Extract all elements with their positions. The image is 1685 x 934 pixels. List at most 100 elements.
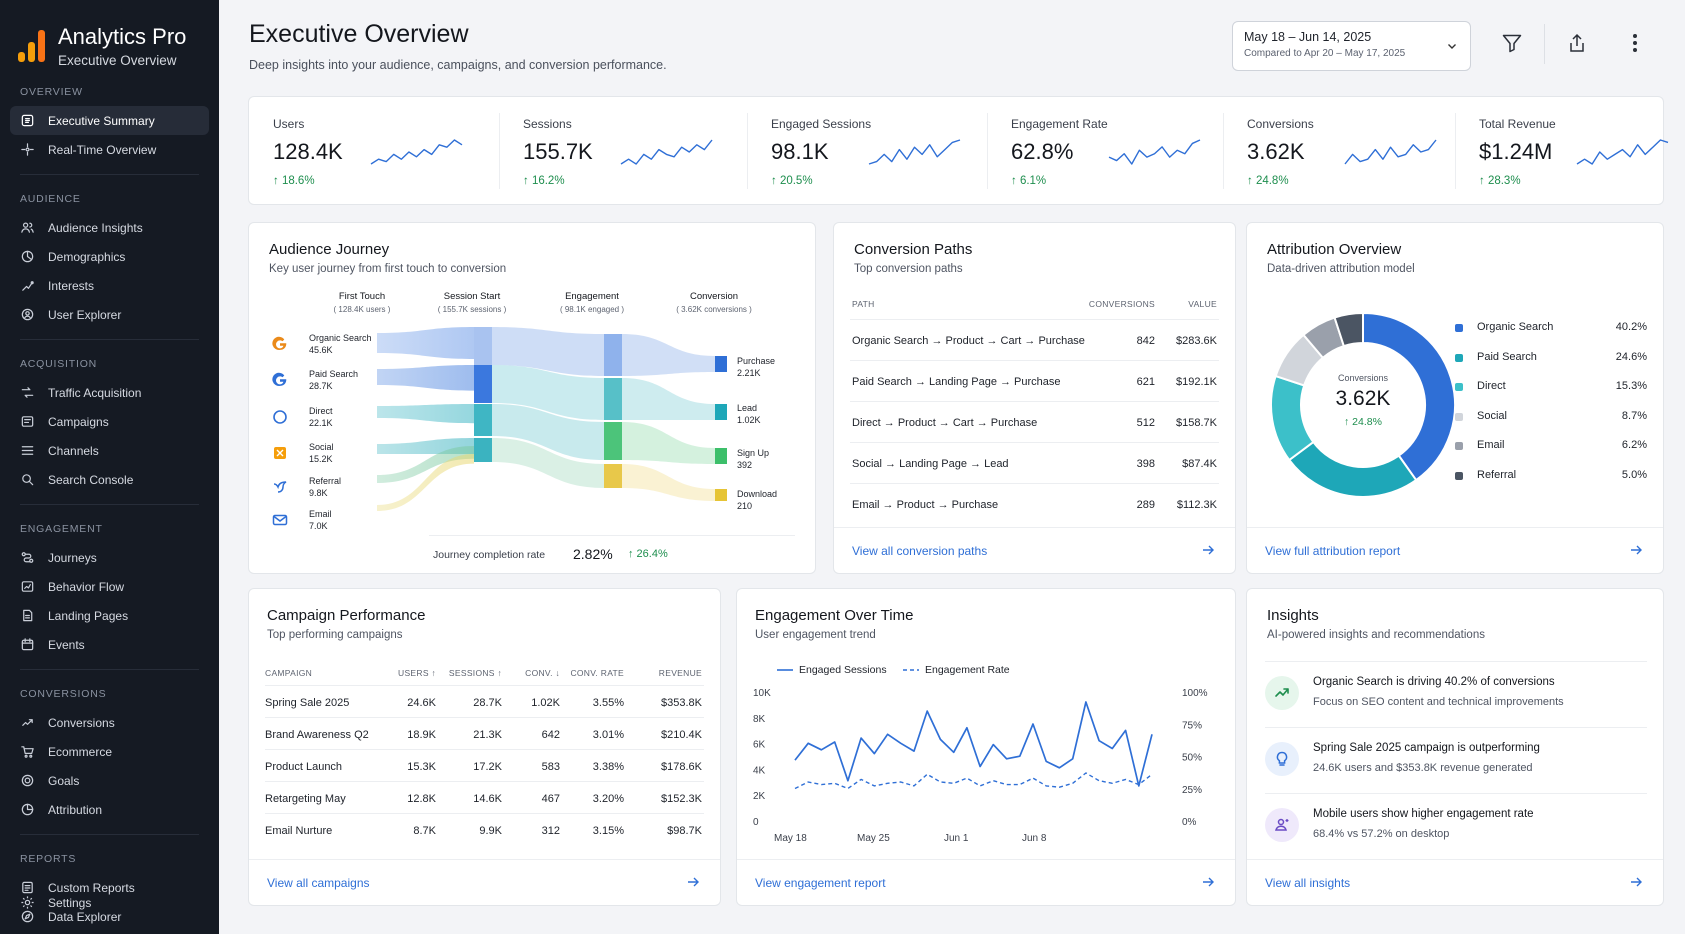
arrow-right-icon[interactable]	[1201, 875, 1215, 889]
donut-slice-paid-search[interactable]	[1287, 440, 1418, 498]
col-header-campaign[interactable]: CAMPAIGN	[265, 668, 313, 678]
kpi-total-revenue[interactable]: Total Revenue $1.24M ↑ 28.3%	[1455, 97, 1669, 204]
view-attribution-link[interactable]: View full attribution report	[1265, 544, 1401, 558]
sidebar-item-conversions[interactable]: Conversions	[10, 708, 209, 737]
col-header-conv[interactable]: CONV. ↓	[525, 668, 560, 678]
sidebar-item-user-explorer[interactable]: User Explorer	[10, 300, 209, 329]
date-range-picker[interactable]: May 18 – Jun 14, 2025 Compared to Apr 20…	[1232, 21, 1471, 71]
sidebar-item-custom-reports[interactable]: Custom Reports	[10, 873, 209, 902]
view-all-paths-link[interactable]: View all conversion paths	[852, 544, 988, 558]
sidebar-item-journeys[interactable]: Journeys	[10, 543, 209, 572]
table-row[interactable]: Social → Landing Page → Lead 398 $87.4K	[834, 444, 1235, 484]
kpi-engagement-rate[interactable]: Engagement Rate 62.8% ↑ 6.1%	[987, 97, 1223, 204]
arrow-right-icon[interactable]	[1201, 543, 1215, 557]
legend-item[interactable]: Social 8.7%	[1453, 408, 1647, 428]
view-all-campaigns-link[interactable]: View all campaigns	[267, 876, 370, 890]
legend-swatch	[1455, 353, 1463, 362]
donut-slice-organic-search[interactable]	[1362, 311, 1456, 482]
rate-cell: 3.38%	[592, 761, 624, 773]
legend-item[interactable]: Organic Search 40.2%	[1453, 319, 1647, 339]
brand[interactable]: Analytics Pro Executive Overview	[10, 0, 209, 72]
kpi-value: 3.62K	[1247, 139, 1305, 164]
kpi-sparkline	[370, 139, 463, 165]
legend-item[interactable]: Referral 5.0%	[1453, 467, 1647, 487]
app-name: Analytics Pro	[58, 23, 187, 49]
card-footer: View all conversion paths	[834, 527, 1235, 573]
share-button[interactable]	[1564, 30, 1590, 56]
col-header-users[interactable]: USERS ↑	[398, 668, 436, 678]
sidebar-item-label: Traffic Acquisition	[48, 385, 142, 400]
kpi-users[interactable]: Users 128.4K ↑ 18.6%	[249, 97, 499, 204]
table-row[interactable]: Retargeting May 12.8K 14.6K 467 3.20% $152.3K	[249, 783, 720, 814]
legend-label: Organic Search	[1477, 321, 1554, 333]
sidebar-item-attribution[interactable]: Attribution	[10, 795, 209, 824]
sidebar-item-settings[interactable]: Settings	[10, 888, 209, 917]
journey-source-name: Email	[309, 509, 332, 519]
view-all-insights-link[interactable]: View all insights	[1265, 876, 1351, 890]
arrow-right-icon[interactable]	[686, 875, 700, 889]
sidebar-item-search-console[interactable]: Search Console	[10, 465, 209, 494]
journey-stage-sub: ( 98.1K engaged )	[559, 305, 625, 314]
legend-pct: 6.2%	[1621, 439, 1647, 451]
kpi-sessions[interactable]: Sessions 155.7K ↑ 16.2%	[499, 97, 747, 204]
col-header-path: PATH	[852, 299, 875, 309]
sidebar-item-channels[interactable]: Channels	[10, 436, 209, 465]
completion-value: 2.82%	[573, 546, 613, 562]
table-row[interactable]: Organic Search → Product → Cart → Purcha…	[834, 321, 1235, 361]
sidebar-item-events[interactable]: Events	[10, 630, 209, 659]
donut-slice-referral[interactable]	[1333, 311, 1364, 348]
sidebar-item-audience-insights[interactable]: Audience Insights	[10, 213, 209, 242]
sidebar-item-landing-pages[interactable]: Landing Pages	[10, 601, 209, 630]
insight-title: Mobile users show higher engagement rate	[1313, 808, 1534, 820]
arrow-right-icon[interactable]	[1629, 543, 1643, 557]
table-row[interactable]: Brand Awareness Q2 18.9K 21.3K 642 3.01% $210…	[249, 719, 720, 750]
table-row[interactable]: Paid Search → Landing Page → Purchase 621…	[834, 362, 1235, 402]
sidebar-item-real-time-overview[interactable]: Real-Time Overview	[10, 135, 209, 164]
sidebar-item-interests[interactable]: Interests	[10, 271, 209, 300]
users-cell: 18.9K	[407, 729, 436, 741]
col-header-conversions: CONVERSIONS	[1088, 299, 1155, 309]
table-row[interactable]: Email → Product → Purchase 289 $112.3K	[834, 485, 1235, 525]
view-engagement-link[interactable]: View engagement report	[755, 876, 886, 890]
donut-slice-direct[interactable]	[1270, 374, 1315, 462]
sidebar-item-ecommerce[interactable]: Ecommerce	[10, 737, 209, 766]
kpi-engaged-sessions[interactable]: Engaged Sessions 98.1K ↑ 20.5%	[747, 97, 987, 204]
insight-item[interactable]: Mobile users show higher engagement rate…	[1247, 794, 1663, 858]
kpi-conversions[interactable]: Conversions 3.62K ↑ 24.8%	[1223, 97, 1455, 204]
sidebar-item-goals[interactable]: Goals	[10, 766, 209, 795]
sidebar-item-traffic-acquisition[interactable]: Traffic Acquisition	[10, 378, 209, 407]
table-row[interactable]: Spring Sale 2025 24.6K 28.7K 1.02K 3.55% $353…	[249, 687, 720, 718]
x-tick-label: Jun 8	[1022, 833, 1047, 844]
table-row[interactable]: Direct → Product → Cart → Purchase 512 $15…	[834, 403, 1235, 443]
journey-outcome-name: Download	[737, 489, 778, 499]
insight-item[interactable]: Organic Search is driving 40.2% of conve…	[1247, 662, 1663, 726]
sidebar-item-demographics[interactable]: Demographics	[10, 242, 209, 271]
more-options-button[interactable]	[1622, 30, 1648, 56]
legend-item[interactable]: Direct 15.3%	[1453, 378, 1647, 398]
legend-label: Direct	[1477, 380, 1506, 392]
trend-up-icon	[1275, 688, 1289, 697]
insight-icon-badge	[1265, 742, 1299, 776]
table-row[interactable]: Product Launch 15.3K 17.2K 583 3.38% $178.6K	[249, 751, 720, 782]
sidebar-item-executive-summary[interactable]: Executive Summary	[10, 106, 209, 135]
journey-outcome-name: Sign Up	[737, 448, 770, 458]
journey-node-engagement	[604, 464, 622, 488]
journey-outcome-value: 210	[737, 501, 753, 511]
table-row[interactable]: Email Nurture 8.7K 9.9K 312 3.15% $98.7K	[249, 815, 720, 846]
row-divider	[265, 685, 704, 686]
filter-button[interactable]	[1499, 30, 1525, 56]
sidebar-item-behavior-flow[interactable]: Behavior Flow	[10, 572, 209, 601]
legend-item[interactable]: Email 6.2%	[1453, 437, 1647, 457]
sidebar-item-data-explorer[interactable]: Data Explorer	[10, 902, 209, 931]
arrow-right-icon[interactable]	[1629, 875, 1643, 889]
insight-item[interactable]: Spring Sale 2025 campaign is outperformi…	[1247, 728, 1663, 792]
direct-icon	[273, 410, 287, 424]
col-header-rate[interactable]: CONV. RATE	[570, 668, 624, 678]
kpi-value: 62.8%	[1011, 139, 1074, 164]
sessions-cell: 14.6K	[473, 793, 502, 805]
col-header-sessions[interactable]: SESSIONS ↑	[448, 668, 502, 678]
col-header-revenue[interactable]: REVENUE	[658, 668, 702, 678]
sidebar-item-campaigns[interactable]: Campaigns	[10, 407, 209, 436]
legend-item[interactable]: Paid Search 24.6%	[1453, 349, 1647, 369]
journey-node-session	[474, 327, 492, 365]
